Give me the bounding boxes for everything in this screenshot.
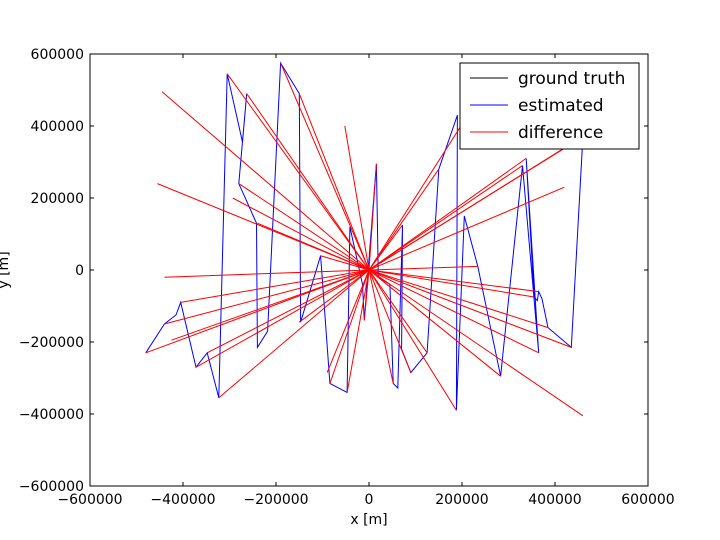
difference-segment <box>298 93 370 271</box>
x-tick-label: 0 <box>365 492 374 508</box>
difference-segment <box>368 116 468 271</box>
difference-segment <box>368 269 584 417</box>
difference-segment <box>232 197 370 271</box>
y-tick-label: −400000 <box>19 407 84 423</box>
difference-segment <box>368 269 412 373</box>
series-1 <box>145 61 584 411</box>
difference-segment <box>368 165 523 271</box>
y-tick-label: −200000 <box>19 335 84 351</box>
x-tick-label: 400000 <box>528 492 581 508</box>
difference-segment <box>246 93 370 271</box>
difference-segment <box>226 73 370 271</box>
x-tick-label: 600000 <box>621 492 674 508</box>
y-tick-label: −600000 <box>19 479 84 495</box>
y-tick-label: 200000 <box>31 191 84 207</box>
difference-segment <box>320 255 370 271</box>
difference-segment <box>368 269 539 354</box>
difference-segment <box>238 183 370 271</box>
difference-segment <box>368 269 428 354</box>
difference-segment <box>164 269 370 325</box>
x-tick-label: 200000 <box>435 492 488 508</box>
legend-label: difference <box>518 123 603 143</box>
difference-segment <box>161 91 370 271</box>
difference-segment <box>206 269 370 354</box>
difference-segment <box>368 269 539 293</box>
difference-segment <box>180 269 370 303</box>
difference-segment <box>368 269 394 384</box>
x-tick-label: −400000 <box>150 492 215 508</box>
y-tick-label: 600000 <box>31 47 84 63</box>
difference-segment <box>368 269 549 329</box>
difference-segment <box>368 186 565 271</box>
difference-segment <box>368 269 535 298</box>
difference-segment <box>257 222 370 271</box>
difference-segment <box>368 265 478 271</box>
legend-label: ground truth <box>518 69 625 89</box>
difference-segment <box>363 269 370 321</box>
legend-label: estimated <box>518 96 604 116</box>
difference-segment <box>164 269 370 278</box>
x-tick-label: −600000 <box>57 492 122 508</box>
difference-segment <box>368 269 501 377</box>
difference-segment <box>195 269 370 368</box>
difference-segment <box>368 163 377 271</box>
x-axis-label: x [m] <box>350 512 387 528</box>
difference-segment <box>329 269 370 384</box>
difference-segment <box>346 269 370 393</box>
series-line <box>145 61 584 411</box>
difference-segment <box>171 269 370 341</box>
legend: ground truth estimated difference <box>459 62 640 150</box>
difference-segment <box>145 269 370 354</box>
difference-segment <box>368 141 574 271</box>
x-tick-label: −200000 <box>243 492 308 508</box>
difference-segment <box>298 269 370 323</box>
difference-segment <box>368 157 527 271</box>
series-2 <box>145 62 584 417</box>
difference-segment <box>368 168 440 271</box>
axis-ticks: −600000 −400000 −200000 0 200000 400000 600000… <box>19 47 675 508</box>
y-tick-label: 400000 <box>31 119 84 135</box>
y-tick-label: 0 <box>75 263 84 279</box>
difference-segment <box>280 62 370 271</box>
data-layer <box>145 61 584 417</box>
y-axis-label: y [m] <box>0 251 12 288</box>
difference-segment <box>326 269 370 373</box>
difference-segment <box>218 269 370 399</box>
difference-segment <box>368 269 457 411</box>
difference-segment <box>344 125 370 271</box>
legend-box <box>459 62 640 150</box>
difference-segment <box>368 269 572 348</box>
